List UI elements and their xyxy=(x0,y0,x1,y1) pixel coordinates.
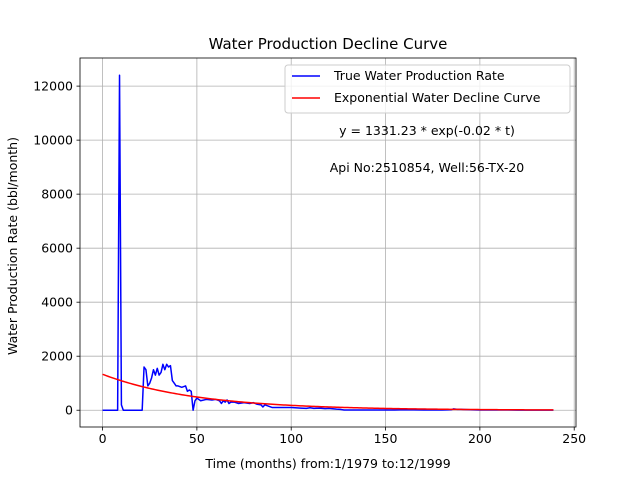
x-tick-label: 0 xyxy=(99,431,107,446)
chart-title: Water Production Decline Curve xyxy=(209,35,448,53)
legend-box xyxy=(284,64,571,114)
x-axis-label: Time (months) from:1/1979 to:12/1999 xyxy=(204,456,450,471)
axis-ticks: 0 50 100 150 200 250 0 2000 4000 6000 8000 10000 120… xyxy=(33,79,586,446)
legend-label-true-rate: True Water Production Rate xyxy=(333,68,505,83)
plot-frame xyxy=(79,57,577,428)
equation-annotation: y = 1331.23 * exp(-0.02 * t) xyxy=(339,123,515,138)
y-tick-label: 6000 xyxy=(41,241,73,256)
y-tick-label: 0 xyxy=(65,403,73,418)
y-tick-label: 8000 xyxy=(41,187,73,202)
y-tick-label: 4000 xyxy=(41,295,73,310)
x-tick-label: 150 xyxy=(374,431,398,446)
legend: True Water Production Rate Exponential W… xyxy=(284,64,571,114)
y-axis-label: Water Production Rate (bbl/month) xyxy=(5,137,20,355)
x-tick-label: 250 xyxy=(562,431,586,446)
y-tick-label: 12000 xyxy=(33,79,73,94)
well-annotation: Api No:2510854, Well:56-TX-20 xyxy=(330,160,525,175)
legend-label-exponential: Exponential Water Decline Curve xyxy=(334,90,541,105)
y-tick-label: 2000 xyxy=(41,349,73,364)
x-tick-label: 200 xyxy=(468,431,492,446)
y-tick-label: 10000 xyxy=(33,133,73,148)
series-line-exponential-decline xyxy=(102,373,554,411)
x-tick-label: 100 xyxy=(279,431,303,446)
data-lines xyxy=(102,74,554,411)
x-tick-label: 50 xyxy=(189,431,205,446)
